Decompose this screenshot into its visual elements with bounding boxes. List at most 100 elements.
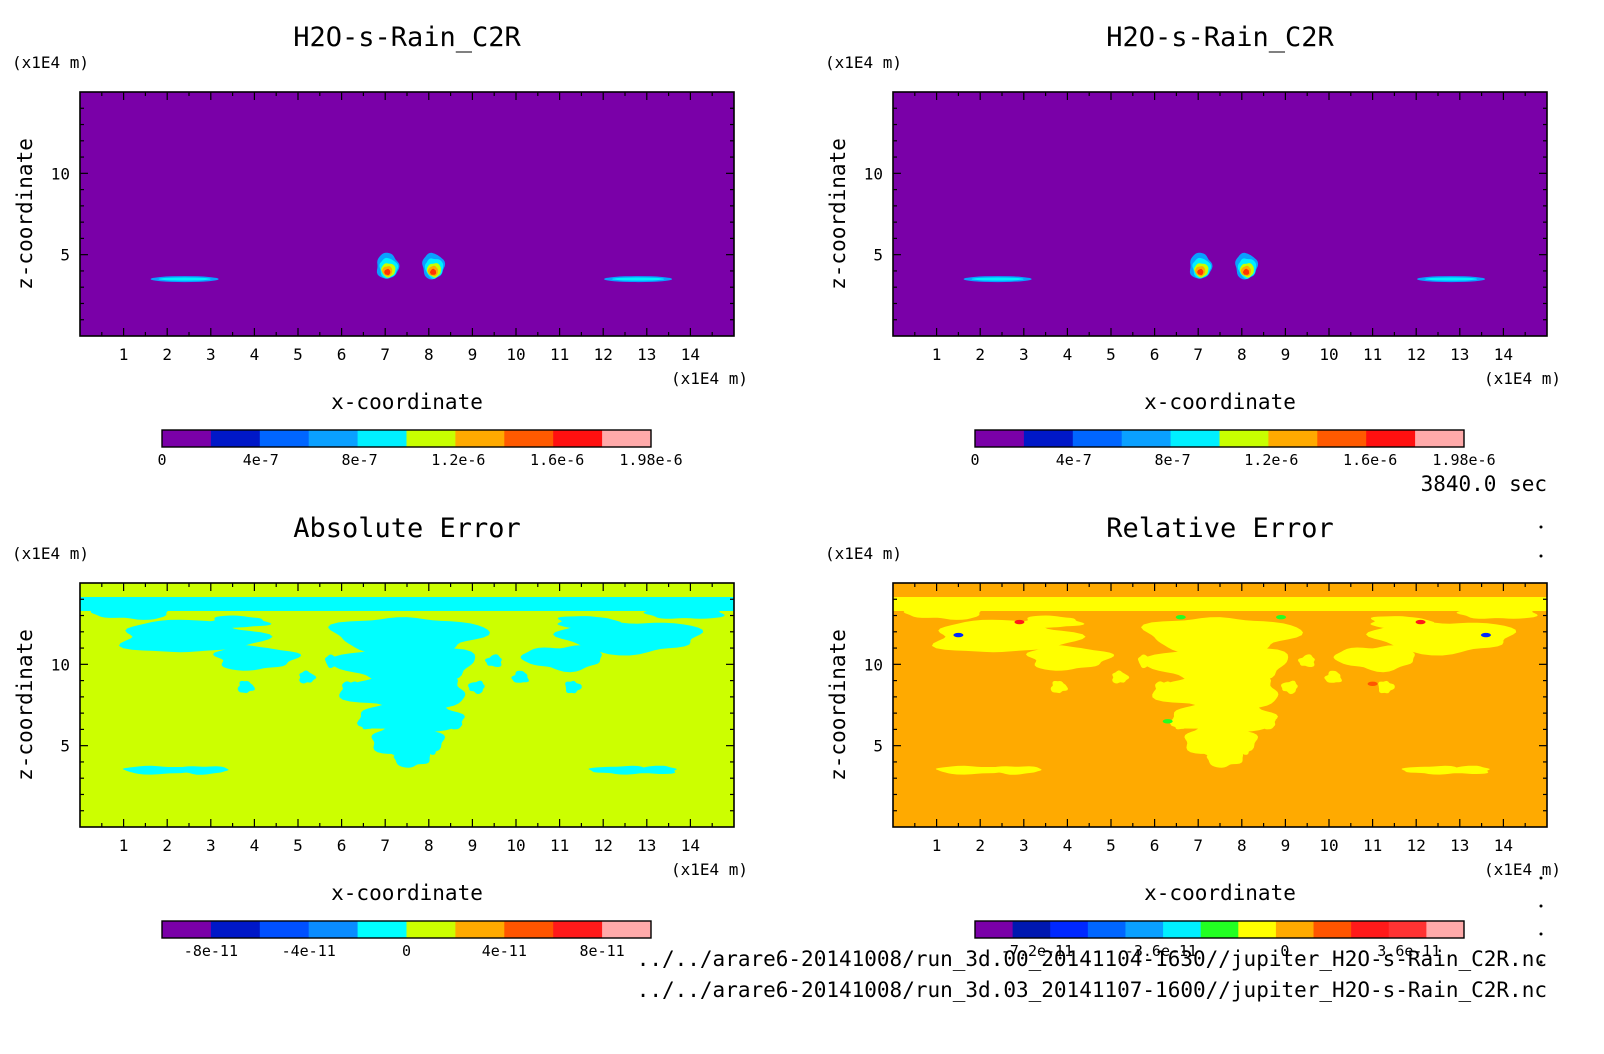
error-hotspot — [953, 632, 964, 638]
x-tick-label: 7 — [380, 836, 390, 855]
x-tick-label: 12 — [594, 836, 613, 855]
colorbar-tick-label: 1.2e-6 — [431, 451, 485, 469]
panel-title: H2O-s-Rain_C2R — [293, 22, 521, 53]
top-error-band — [893, 597, 1547, 611]
error-speck — [1233, 741, 1251, 755]
y-tick-label: 5 — [873, 737, 883, 756]
colorbar-swatch — [210, 921, 261, 938]
x-tick-label: 8 — [1237, 345, 1247, 364]
x-axis-label: x-coordinate — [1144, 390, 1296, 414]
colorbar-swatch — [1388, 921, 1427, 938]
error-lobe — [1018, 615, 1085, 628]
colorbar-swatch — [162, 430, 212, 447]
colorbar-tick-label: 1.6e-6 — [1343, 451, 1397, 469]
colorbar-swatch — [357, 921, 407, 938]
colorbar-swatch — [162, 921, 212, 938]
x-tick-label: 12 — [1407, 836, 1426, 855]
colorbar-swatch — [504, 921, 554, 938]
error-speck — [1281, 680, 1298, 695]
error-lobe — [1333, 645, 1415, 673]
margin-dot — [1539, 525, 1543, 529]
x-tick-label: 14 — [681, 836, 700, 855]
margin-dot — [1539, 904, 1543, 908]
x-axis-label: x-coordinate — [331, 390, 483, 414]
x-tick-label: 13 — [637, 345, 656, 364]
y-tick-label: 10 — [51, 655, 70, 674]
contour-panel-3: Absolute Error(x1E4 m)1 2 3 4 5 6 7 8 9 10 11 12 13 1… — [12, 513, 748, 960]
error-hotspot — [1276, 614, 1287, 620]
x-tick-label: 3 — [1019, 345, 1029, 364]
x-unit-label: (x1E4 m) — [1484, 860, 1561, 879]
error-lobe — [643, 604, 725, 619]
error-streak — [630, 765, 677, 774]
margin-dot — [1539, 876, 1543, 880]
error-speck — [1138, 654, 1155, 669]
colorbar-swatch — [1072, 430, 1123, 447]
y-tick-label: 5 — [873, 246, 883, 265]
error-speck — [1197, 742, 1215, 756]
x-tick-label: 4 — [250, 836, 260, 855]
x-tick-label: 11 — [1363, 345, 1382, 364]
x-tick-label: 4 — [1063, 836, 1073, 855]
error-speck — [384, 742, 402, 756]
x-tick-label: 14 — [681, 345, 700, 364]
colorbar-tick-label: 4e-7 — [243, 451, 279, 469]
y-unit-label: (x1E4 m) — [825, 544, 902, 563]
rain-core-center — [430, 268, 437, 275]
colorbar-swatch — [602, 430, 652, 447]
error-speck — [325, 654, 342, 669]
error-lobe — [1026, 645, 1115, 671]
error-streak — [1401, 765, 1464, 775]
rain-core-center — [1197, 268, 1204, 276]
margin-dot — [1539, 932, 1543, 936]
x-tick-label: 5 — [1106, 345, 1116, 364]
error-lobe — [931, 619, 1086, 653]
colorbar-tick-label: -7.2e-11 — [1001, 942, 1073, 960]
colorbar-swatch — [1219, 430, 1269, 447]
error-plume — [1141, 617, 1303, 654]
x-tick-label: 9 — [1281, 345, 1291, 364]
colorbar-tick-label: 0 — [402, 942, 411, 960]
x-axis-label: x-coordinate — [1144, 881, 1296, 905]
x-tick-label: 2 — [162, 836, 172, 855]
error-speck — [1050, 681, 1068, 694]
x-tick-label: 14 — [1494, 836, 1513, 855]
colorbar-swatch — [1087, 921, 1126, 938]
colorbar-tick-label: 4e-7 — [1056, 451, 1092, 469]
y-axis-label: z-coordinate — [13, 629, 37, 781]
error-speck — [1112, 670, 1130, 684]
rain-core-center — [1243, 268, 1250, 275]
error-lobe — [118, 619, 273, 653]
colorbar-swatch — [1415, 430, 1465, 447]
x-tick-label: 2 — [975, 345, 985, 364]
colorbar-swatch — [406, 921, 456, 938]
colorbar-tick-label: 0 — [1280, 942, 1289, 960]
colorbar-swatch — [1317, 430, 1367, 447]
colorbar-tick-label: 8e-7 — [1155, 451, 1191, 469]
x-tick-label: 10 — [1319, 345, 1338, 364]
y-tick-label: 10 — [51, 164, 70, 183]
x-tick-label: 13 — [637, 836, 656, 855]
colorbar-swatch — [1163, 921, 1202, 938]
x-tick-label: 13 — [1450, 836, 1469, 855]
x-tick-label: 8 — [1237, 836, 1247, 855]
colorbar-swatch — [602, 921, 652, 938]
error-hotspot — [1162, 719, 1173, 724]
error-hotspot — [1415, 619, 1426, 625]
error-speck — [565, 680, 582, 694]
error-lobe — [213, 645, 302, 671]
y-unit-label: (x1E4 m) — [12, 544, 89, 563]
error-streak — [588, 765, 651, 775]
error-lobe — [205, 615, 272, 628]
top-error-band — [80, 597, 734, 611]
error-hotspot — [1014, 619, 1025, 625]
colorbar-swatch — [210, 430, 261, 447]
panel-title: H2O-s-Rain_C2R — [1106, 22, 1334, 53]
colorbar-tick-label: 0 — [970, 451, 979, 469]
colorbar-swatch — [975, 921, 1014, 938]
plot-area — [80, 583, 734, 827]
error-speck — [1324, 670, 1342, 683]
x-tick-label: 5 — [293, 836, 303, 855]
error-lobe — [1456, 604, 1538, 619]
